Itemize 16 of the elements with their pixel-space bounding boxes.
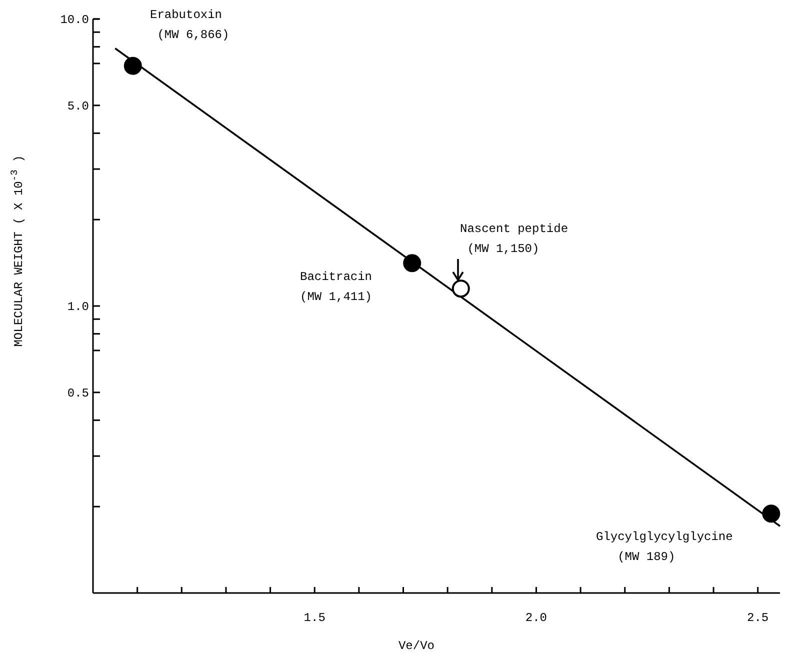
y-tick-label: 10.0 [60,13,89,28]
annotation: Erabutoxin (MW 6,866) [150,8,230,42]
x-tick-label: 1.5 [304,611,326,625]
annotation: Bacitracin (MW 1,411) [300,270,372,304]
x-tick-label: 2.0 [525,611,548,625]
point [762,504,780,523]
annotation: Nascent peptide (MW 1,150) [460,222,568,256]
y-tick-label: 0.5 [67,386,89,401]
y-tick-label: 1.0 [67,300,89,314]
annotation: Glycylglycylglycine (MW 189) [596,530,733,564]
x-tick-label: 2.5 [747,611,769,625]
point [452,280,470,298]
point [124,56,142,75]
y-tick-label: 5.0 [67,100,89,114]
point [403,254,422,272]
x-axis-title: Ve/Vo [398,639,435,653]
